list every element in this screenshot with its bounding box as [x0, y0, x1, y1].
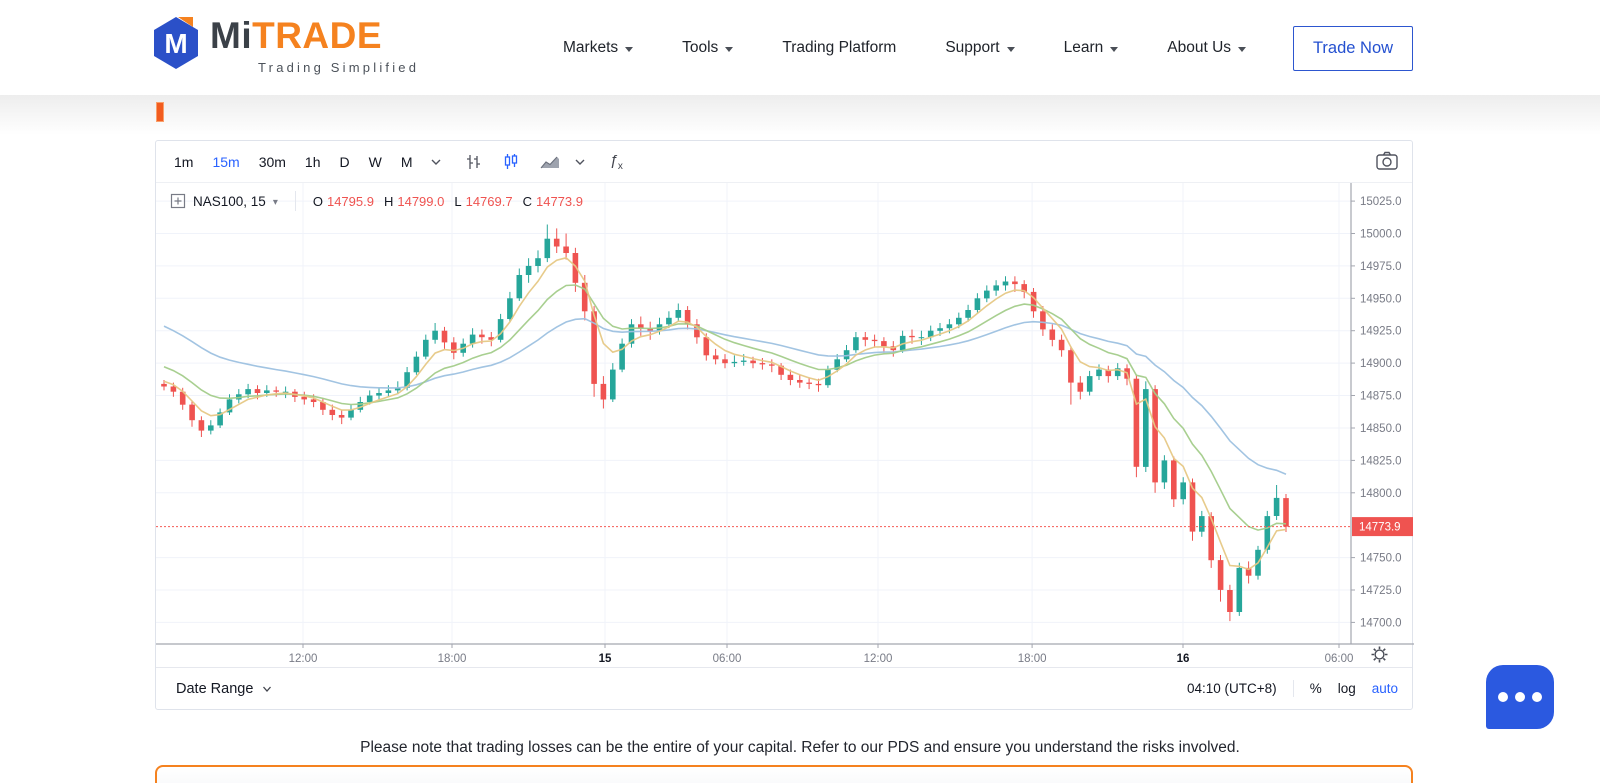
svg-text:16: 16 — [1177, 653, 1190, 665]
svg-text:12:00: 12:00 — [864, 653, 893, 665]
section-accent-bar — [156, 102, 164, 122]
gear-icon[interactable] — [1371, 646, 1388, 668]
log-scale-button[interactable]: log — [1337, 681, 1356, 696]
chat-dots-icon — [1515, 692, 1525, 702]
chevron-down-icon[interactable] — [573, 155, 587, 169]
timeframe-30m[interactable]: 30m — [258, 153, 286, 170]
percent-scale-button[interactable]: % — [1309, 681, 1322, 696]
svg-text:18:00: 18:00 — [438, 653, 467, 665]
trade-now-button[interactable]: Trade Now — [1293, 26, 1413, 71]
svg-text:06:00: 06:00 — [1325, 653, 1354, 665]
chart-legend: NAS100, 15 ▾ O 14795.9 H 14799.0 L 14769.7 … — [170, 191, 583, 211]
svg-text:14700.0: 14700.0 — [1360, 617, 1402, 629]
svg-text:06:00: 06:00 — [713, 653, 742, 665]
camera-icon[interactable] — [1375, 150, 1399, 177]
footer-divider — [1292, 680, 1294, 697]
area-chart-icon[interactable] — [540, 154, 560, 170]
svg-text:14800.0: 14800.0 — [1360, 488, 1402, 500]
high-value: 14799.0 — [397, 193, 445, 209]
chart-toolbar: 1m 15m 30m 1h D W M — [156, 141, 1412, 183]
high-label: H — [383, 193, 394, 209]
header-shadow — [0, 95, 1600, 135]
chevron-down-icon — [263, 686, 272, 692]
open-value: 14795.9 — [326, 193, 374, 209]
svg-text:14900.0: 14900.0 — [1360, 358, 1402, 370]
svg-text:15000.0: 15000.0 — [1360, 229, 1402, 241]
live-chat-button[interactable] — [1486, 665, 1554, 729]
ohlc-readout: O 14795.9 H 14799.0 L 14769.7 C 14773.9 — [313, 194, 583, 209]
clock-timezone[interactable]: 04:10 (UTC+8) — [1187, 681, 1277, 696]
chevron-down-icon — [625, 46, 634, 52]
svg-text:15: 15 — [599, 653, 612, 665]
mitrade-logo[interactable]: M MiTRADE Trading Simplified — [150, 14, 419, 75]
svg-text:18:00: 18:00 — [1018, 653, 1047, 665]
chat-dots-icon — [1498, 692, 1508, 702]
timeframe-m[interactable]: M — [400, 153, 413, 170]
nav-item-about-us[interactable]: About Us — [1167, 39, 1247, 57]
mitrade-logo-icon: M — [154, 17, 198, 69]
nav-item-support[interactable]: Support — [945, 39, 1015, 57]
svg-text:15025.0: 15025.0 — [1360, 196, 1402, 208]
chevron-down-icon — [725, 46, 734, 52]
legend-divider — [294, 191, 296, 211]
nav-item-tools[interactable]: Tools — [682, 39, 734, 57]
close-label: C — [522, 193, 532, 209]
timeframe-1h[interactable]: 1h — [304, 153, 321, 170]
nav-item-trading-platform[interactable]: Trading Platform — [782, 38, 897, 56]
svg-text:14950.0: 14950.0 — [1360, 293, 1402, 305]
logo-mi: Mi — [210, 15, 253, 56]
logo-text: MiTRADE Trading Simplified — [210, 14, 419, 75]
svg-text:14725.0: 14725.0 — [1360, 585, 1402, 597]
timeframe-1m[interactable]: 1m — [174, 153, 194, 170]
logo-tagline: Trading Simplified — [258, 60, 420, 75]
nav-item-markets[interactable]: Markets — [563, 39, 634, 57]
svg-text:M: M — [164, 28, 187, 59]
chart-card: 1m 15m 30m 1h D W M — [155, 140, 1414, 710]
chevron-down-icon[interactable]: ▾ — [272, 196, 278, 208]
date-range-button[interactable]: Date Range — [176, 681, 273, 697]
svg-text:14773.9: 14773.9 — [1359, 522, 1401, 534]
nav-item-learn[interactable]: Learn — [1064, 39, 1119, 57]
site-header: M MiTRADE Trading Simplified Markets Too… — [0, 0, 1600, 95]
chevron-down-icon — [1006, 46, 1015, 52]
candlestick-icon[interactable] — [503, 153, 519, 171]
timeframe-15m[interactable]: 15m — [212, 153, 240, 170]
risk-disclaimer: Please note that trading losses can be t… — [360, 739, 1240, 756]
chevron-down-icon[interactable] — [429, 155, 443, 169]
cta-strip-partial — [155, 765, 1413, 783]
svg-text:14975.0: 14975.0 — [1360, 261, 1402, 273]
footer-right-controls: 04:10 (UTC+8) % log auto — [1187, 680, 1398, 697]
auto-scale-button[interactable]: auto — [1371, 681, 1398, 696]
svg-text:14875.0: 14875.0 — [1360, 391, 1402, 403]
svg-text:14825.0: 14825.0 — [1360, 455, 1402, 467]
svg-text:14925.0: 14925.0 — [1360, 326, 1402, 338]
timeframe-w[interactable]: W — [368, 153, 382, 170]
grid-plus-icon[interactable] — [170, 193, 186, 209]
chart-footer-bar: Date Range 04:10 (UTC+8) % log auto — [156, 667, 1412, 709]
chevron-down-icon — [1238, 46, 1247, 52]
timeframe-d[interactable]: D — [339, 153, 350, 170]
chevron-down-icon — [1110, 46, 1119, 52]
ohlc-bars-icon[interactable] — [464, 153, 482, 171]
low-label: L — [454, 193, 462, 209]
low-value: 14769.7 — [465, 193, 513, 209]
open-label: O — [312, 193, 323, 209]
close-value: 14773.9 — [535, 193, 583, 209]
svg-text:14850.0: 14850.0 — [1360, 423, 1402, 435]
price-chart[interactable]: 15025.0 15000.0 14975.0 14950.0 14925.0 14900… — [156, 183, 1414, 669]
svg-text:12:00: 12:00 — [289, 653, 318, 665]
svg-text:14750.0: 14750.0 — [1360, 553, 1402, 565]
fx-indicator-icon[interactable]: ƒx — [609, 151, 623, 172]
chat-dots-icon — [1532, 692, 1542, 702]
main-nav: Markets Tools Trading Platform Support L… — [563, 0, 1247, 95]
logo-trade: TRADE — [252, 15, 383, 56]
symbol-name[interactable]: NAS100, 15 — [193, 193, 266, 209]
